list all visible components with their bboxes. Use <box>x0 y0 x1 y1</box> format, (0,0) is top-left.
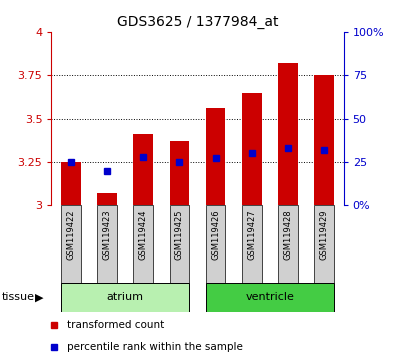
Bar <box>97 205 117 283</box>
Bar <box>61 162 81 205</box>
Bar <box>134 205 153 283</box>
Text: ▶: ▶ <box>35 292 44 302</box>
Text: GSM119427: GSM119427 <box>247 209 256 260</box>
Text: GSM119426: GSM119426 <box>211 209 220 260</box>
Text: GSM119422: GSM119422 <box>67 209 76 260</box>
Title: GDS3625 / 1377984_at: GDS3625 / 1377984_at <box>117 16 278 29</box>
Bar <box>61 205 81 283</box>
Text: tissue: tissue <box>2 292 35 302</box>
Bar <box>314 205 334 283</box>
Text: percentile rank within the sample: percentile rank within the sample <box>68 342 243 352</box>
Text: GSM119423: GSM119423 <box>103 209 112 260</box>
Bar <box>61 283 189 312</box>
Bar <box>169 141 189 205</box>
Bar <box>134 134 153 205</box>
Bar <box>206 205 226 283</box>
Text: GSM119428: GSM119428 <box>283 209 292 260</box>
Text: GSM119429: GSM119429 <box>319 209 328 260</box>
Bar <box>97 193 117 205</box>
Bar <box>278 63 298 205</box>
Bar <box>169 205 189 283</box>
Text: transformed count: transformed count <box>68 320 165 330</box>
Bar <box>242 93 261 205</box>
Bar <box>242 205 261 283</box>
Bar <box>278 205 298 283</box>
Text: GSM119424: GSM119424 <box>139 209 148 260</box>
Bar <box>206 108 226 205</box>
Bar <box>314 75 334 205</box>
Text: atrium: atrium <box>107 292 144 302</box>
Text: GSM119425: GSM119425 <box>175 209 184 260</box>
Bar <box>206 283 334 312</box>
Text: ventricle: ventricle <box>245 292 294 302</box>
